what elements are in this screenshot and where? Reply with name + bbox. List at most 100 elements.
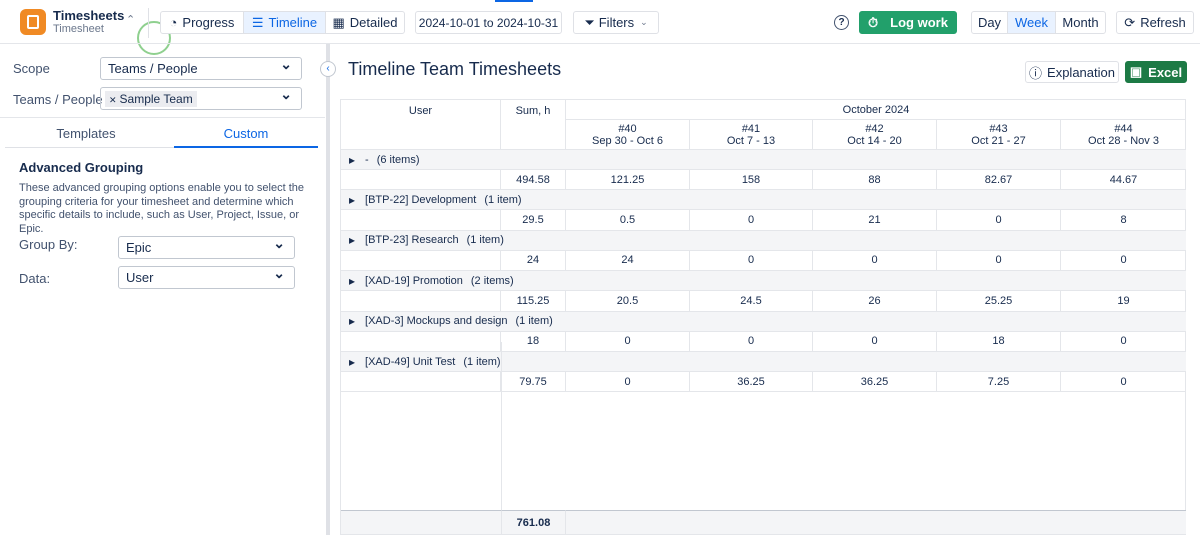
week-number: #43	[989, 122, 1008, 135]
filters-button[interactable]: ⏷ Filters ⌄	[573, 11, 659, 34]
hours-cell: 0	[690, 210, 813, 231]
user-cell	[341, 331, 501, 352]
view-button[interactable]: ▦ Detailed	[325, 11, 405, 34]
group-name: [XAD-3] Mockups and design	[365, 315, 508, 328]
header-month: October 2024	[566, 100, 1186, 120]
hours-cell: 82.67	[937, 170, 1061, 191]
view-button[interactable]: ◔ Progress	[160, 11, 244, 34]
divider	[148, 8, 149, 38]
group-count: (1 item)	[515, 315, 553, 328]
description: These advanced grouping options enable y…	[19, 182, 304, 235]
refresh-button[interactable]: ⟳ Refresh	[1116, 11, 1194, 34]
group-count: (1 item)	[484, 193, 522, 206]
hours-cell: 25.25	[937, 291, 1061, 312]
hours-cell: 7.25	[937, 372, 1061, 393]
log-work-label: Log work	[890, 15, 948, 30]
teams-input[interactable]: ✕ Sample Team	[100, 86, 302, 110]
log-work-button[interactable]: ⏱ Log work	[859, 11, 957, 34]
sum-cell: 24	[501, 250, 566, 272]
user-cell	[341, 291, 501, 312]
expand-arrow[interactable]: ▸	[349, 233, 356, 248]
app-switch[interactable]: ⌃	[126, 14, 136, 26]
hours-cell: 19	[1061, 291, 1186, 312]
period-button[interactable]: Month	[1055, 11, 1106, 34]
group-row[interactable]: ▸ [XAD-49] Unit Test (1 item)	[341, 352, 1186, 372]
expand-arrow[interactable]: ▸	[349, 354, 356, 369]
hours-cell: 0	[690, 331, 813, 352]
help-icon[interactable]: ?	[834, 15, 849, 30]
hours-cell: 44.67	[1061, 170, 1186, 191]
filters-label: Filters	[598, 15, 635, 30]
week-range: Sep 30 - Oct 6	[592, 134, 663, 147]
view-label: Detailed	[349, 15, 398, 30]
group-count: (1 item)	[466, 234, 504, 247]
period-button[interactable]: Day	[971, 11, 1008, 34]
group-row[interactable]: ▸ [XAD-19] Promotion (2 items)	[341, 271, 1186, 292]
section-title: Advanced Grouping	[19, 160, 144, 175]
expand-arrow[interactable]: ▸	[349, 314, 356, 329]
divider	[0, 117, 325, 118]
refresh-label: Refresh	[1140, 15, 1186, 30]
week-range: Oct 28 - Nov 3	[1088, 134, 1159, 147]
excel-label: Excel	[1148, 64, 1183, 80]
hours-cell: 0	[937, 210, 1061, 231]
period-button[interactable]: Week	[1007, 11, 1056, 34]
expand-arrow[interactable]: ▸	[349, 192, 356, 207]
hours-cell: 158	[690, 170, 813, 191]
group-row[interactable]: ▸ - (6 items)	[341, 150, 1186, 170]
group-row[interactable]: ▸ [XAD-3] Mockups and design (1 item)	[341, 311, 1186, 332]
sidebar-splitter[interactable]	[326, 44, 330, 535]
tab-underline	[174, 146, 318, 148]
explanation-button[interactable]: ⓘ Explanation	[1025, 61, 1119, 83]
user-cell	[341, 210, 501, 231]
group-count: (2 items)	[470, 274, 514, 287]
data-select[interactable]: User	[118, 265, 295, 289]
tab-indicator	[495, 0, 533, 2]
header-week: #40 Sep 30 - Oct 6	[566, 120, 690, 150]
excel-button[interactable]: ▣ Excel	[1125, 61, 1187, 83]
view-label: Timeline	[268, 15, 318, 30]
view-button[interactable]: ☰ Timeline	[243, 11, 326, 34]
group-name: -	[365, 153, 369, 166]
group-row[interactable]: ▸ [BTP-22] Development (1 item)	[341, 190, 1186, 211]
view-label: Progress	[182, 15, 235, 30]
user-cell	[341, 372, 501, 393]
teams-label: Teams / People	[13, 92, 103, 107]
hours-cell: 24.5	[690, 291, 813, 312]
week-range: Oct 14 - 20	[847, 134, 902, 147]
collapse-button[interactable]: ‹	[320, 61, 336, 77]
hours-cell: 0	[1061, 332, 1186, 352]
hours-cell: 24	[566, 250, 690, 272]
scope-label: Scope	[13, 61, 50, 76]
group-by-select[interactable]: Epic	[118, 235, 295, 259]
tab[interactable]: Custom	[223, 126, 269, 141]
tab[interactable]: Templates	[56, 126, 116, 141]
header-user: User	[341, 100, 501, 150]
header-week: #43 Oct 21 - 27	[937, 120, 1061, 150]
hours-cell: 20.5	[566, 291, 690, 312]
topbar-border	[0, 43, 1200, 44]
sum-cell: 29.5	[501, 210, 566, 231]
header-week: #42 Oct 14 - 20	[813, 120, 937, 150]
main-title: Timeline Team Timesheets	[348, 59, 562, 79]
scope-select[interactable]: Teams / People	[100, 56, 302, 80]
timesheet-table: User Sum, h October 2024 #40 Sep 30 - Oct 6 #…	[340, 99, 1186, 535]
expand-arrow[interactable]: ▸	[349, 152, 356, 167]
group-name: [BTP-23] Research	[365, 234, 459, 247]
date-range[interactable]: 2024-10-01 to 2024-10-31	[415, 11, 562, 34]
group-count: (1 item)	[463, 355, 501, 368]
hours-cell: 0.5	[566, 210, 690, 231]
user-cell	[341, 250, 501, 272]
group-row[interactable]: ▸ [BTP-23] Research (1 item)	[341, 230, 1186, 251]
week-number: #42	[865, 122, 884, 135]
hours-cell: 0	[566, 372, 690, 393]
hours-cell: 0	[690, 250, 813, 272]
app-name[interactable]: Timesheets	[53, 8, 125, 23]
group-count: (6 items)	[376, 153, 420, 166]
sum-cell: 494.58	[501, 170, 566, 191]
sum-cell: 79.75	[501, 372, 566, 393]
hours-cell: 0	[1061, 251, 1186, 272]
expand-arrow[interactable]: ▸	[349, 273, 356, 288]
hours-cell: 36.25	[690, 372, 813, 393]
